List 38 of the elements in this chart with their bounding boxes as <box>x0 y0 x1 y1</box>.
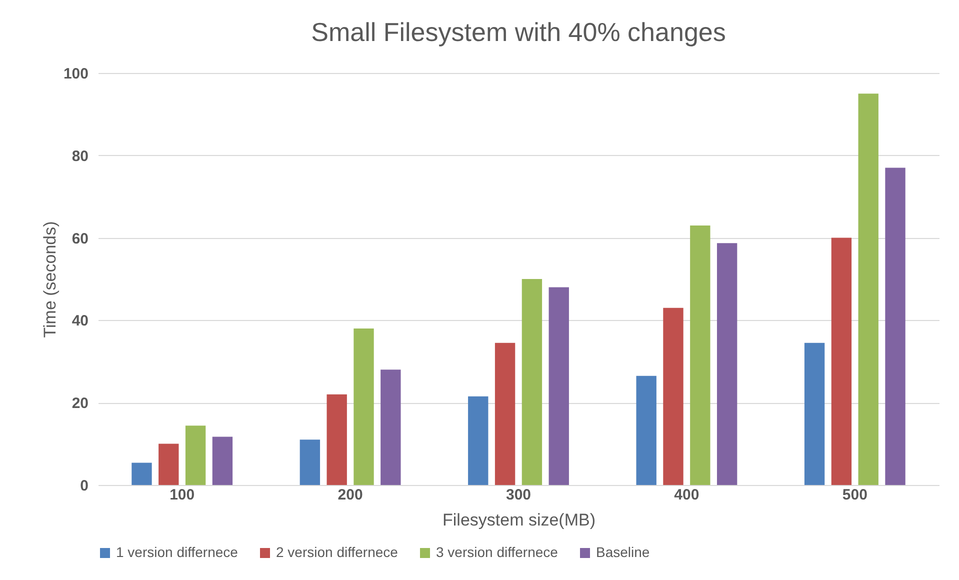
bar <box>212 436 233 485</box>
y-tick-label: 20 <box>72 395 88 412</box>
x-tick-label: 100 <box>170 486 195 504</box>
x-axis-title: Filesystem size(MB) <box>442 510 596 530</box>
bar <box>858 94 878 485</box>
y-axis-title: Time (seconds) <box>40 221 60 338</box>
bar <box>716 243 738 485</box>
x-tick-label: 500 <box>842 486 868 504</box>
bar <box>548 287 569 485</box>
bar <box>185 426 206 485</box>
x-tick-label: 200 <box>338 486 363 504</box>
bar <box>636 376 656 485</box>
y-tick-label: 100 <box>63 66 88 82</box>
x-tick-label: 400 <box>674 486 700 504</box>
bar <box>468 396 488 485</box>
bar <box>132 462 152 485</box>
legend-label: 1 version differnece <box>116 544 238 560</box>
legend-label: Baseline <box>596 544 650 560</box>
bar <box>690 225 710 485</box>
bar <box>831 238 852 485</box>
bar <box>354 328 374 485</box>
x-tick-label: 300 <box>506 486 532 504</box>
bar <box>300 440 320 485</box>
bar <box>380 370 401 485</box>
bar <box>158 444 179 485</box>
bar <box>522 279 542 485</box>
legend-label: 3 version differnece <box>436 544 558 560</box>
bar <box>885 168 906 485</box>
bar <box>494 342 516 485</box>
y-tick-label: 40 <box>72 312 88 330</box>
bar <box>804 342 825 485</box>
y-tick-label: 0 <box>80 478 88 494</box>
legend-label: 2 version differnece <box>276 544 398 560</box>
y-tick-label: 80 <box>72 148 88 165</box>
y-tick-label: 60 <box>72 230 88 248</box>
chart-title: Small Filesystem with 40% changes <box>311 17 726 47</box>
bar <box>326 394 347 485</box>
bar <box>663 308 684 485</box>
